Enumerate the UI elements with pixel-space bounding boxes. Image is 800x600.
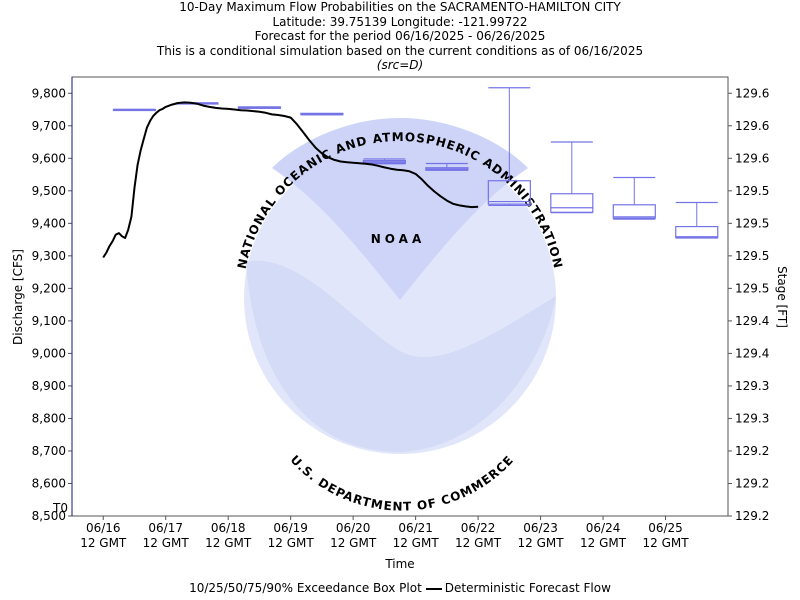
x-tick-sublabel: 12 GMT	[143, 536, 190, 550]
boxplot	[487, 87, 531, 207]
deterministic-line	[102, 101, 479, 259]
y-tick-label: 9,800	[32, 86, 66, 100]
x-tick-label: 06/25	[648, 521, 683, 535]
x-tick-sublabel: 12 GMT	[393, 536, 440, 550]
boxplot	[612, 176, 656, 220]
boxplot	[425, 162, 469, 171]
legend-boxplot-label: 10/25/50/75/90% Exceedance Box Plot	[189, 581, 422, 595]
boxplot	[675, 201, 719, 239]
t0-label: T0	[52, 501, 68, 515]
boxplot-box	[612, 204, 656, 219]
x-tick-label: 06/21	[398, 521, 433, 535]
noaa-watermark: NATIONAL OCEANIC AND ATMOSPHERIC ADMINIS…	[235, 118, 564, 514]
noaa-logo-text: NOAA	[371, 232, 426, 246]
y2-tick-label: 129.2	[735, 509, 769, 523]
boxplot	[550, 141, 594, 214]
x-tick-sublabel: 12 GMT	[80, 536, 127, 550]
y2-tick-label: 129.4	[735, 346, 769, 360]
x-tick-sublabel: 12 GMT	[518, 536, 565, 550]
x-tick-sublabel: 12 GMT	[205, 536, 252, 550]
y2-tick-label: 129.2	[735, 444, 769, 458]
y2-tick-label: 129.5	[735, 216, 769, 230]
y-tick-label: 8,500	[32, 509, 66, 523]
y2-tick-label: 129.6	[735, 151, 769, 165]
legend: 10/25/50/75/90% Exceedance Box Plot Deter…	[0, 581, 800, 595]
y2-tick-label: 129.2	[735, 476, 769, 490]
y-axis: 8,500 8,600 8,700 8,800 8,900 9,000 9,100 9,200…	[32, 86, 72, 523]
t0-marker: T0	[52, 77, 73, 516]
chart-period: Forecast for the period 06/16/2025 - 06/…	[254, 29, 546, 43]
boxplot-box	[487, 180, 531, 205]
x-tick-sublabel: 12 GMT	[330, 536, 377, 550]
boxplot	[237, 106, 282, 109]
y2-tick-label: 129.6	[735, 86, 769, 100]
y-tick-label: 9,700	[32, 119, 66, 133]
y-tick-label: 9,100	[32, 314, 66, 328]
y2-axis-label: Stage [FT]	[775, 266, 789, 328]
chart-header: 10-Day Maximum Flow Probabilities on the…	[0, 0, 800, 73]
y2-tick-label: 129.4	[735, 314, 769, 328]
deterministic-series	[102, 101, 479, 259]
y-axis-label: Discharge [CFS]	[11, 249, 25, 345]
x-tick-label: 06/16	[86, 521, 121, 535]
chart-note: This is a conditional simulation based o…	[156, 43, 644, 58]
x-tick-label: 06/22	[461, 521, 496, 535]
boxplot	[300, 112, 344, 116]
x-tick-label: 06/20	[336, 521, 371, 535]
x-tick-sublabel: 12 GMT	[642, 536, 689, 550]
legend-deterministic-label: Deterministic Forecast Flow	[444, 581, 611, 595]
y2-tick-label: 129.5	[735, 281, 769, 295]
y2-axis: 129.2 129.2 129.2 129.3 129.3 129.4 129.4 129.5…	[728, 86, 769, 523]
x-tick-label: 06/17	[148, 521, 183, 535]
noaa-logo-ring-bottom: U.S. DEPARTMENT OF COMMERCE	[288, 453, 517, 514]
x-tick-label: 06/18	[211, 521, 246, 535]
y-tick-label: 8,700	[32, 444, 66, 458]
x-tick-label: 06/23	[523, 521, 558, 535]
x-tick-sublabel: 12 GMT	[268, 536, 315, 550]
chart-title: 10-Day Maximum Flow Probabilities on the…	[179, 0, 621, 14]
y2-tick-label: 129.5	[735, 184, 769, 198]
y-tick-label: 8,600	[32, 476, 66, 490]
x-tick-sublabel: 12 GMT	[580, 536, 627, 550]
chart-location: Latitude: 39.75139 Longitude: -121.99722	[272, 14, 528, 29]
y2-tick-label: 129.3	[735, 411, 769, 425]
chart-source: (src=D)	[376, 58, 424, 72]
y-tick-label: 9,500	[32, 184, 66, 198]
legend-line-swatch	[425, 587, 442, 590]
y2-tick-label: 129.3	[735, 379, 769, 393]
y-tick-label: 8,900	[32, 379, 66, 393]
y-tick-label: 9,300	[32, 249, 66, 263]
y-tick-label: 9,400	[32, 216, 66, 230]
y-tick-label: 9,200	[32, 281, 66, 295]
x-tick-sublabel: 12 GMT	[455, 536, 502, 550]
y-tick-label: 8,800	[32, 411, 66, 425]
y2-tick-label: 129.6	[735, 119, 769, 133]
y-tick-label: 9,600	[32, 151, 66, 165]
x-tick-label: 06/24	[586, 521, 621, 535]
y-tick-label: 9,000	[32, 346, 66, 360]
boxplot-box	[675, 225, 719, 239]
noaa-logo-seagull-lower	[246, 260, 556, 452]
x-tick-label: 06/19	[273, 521, 308, 535]
boxplot	[112, 108, 157, 112]
y2-tick-label: 129.5	[735, 249, 769, 263]
x-axis-label: Time	[384, 557, 414, 571]
boxplot-box	[550, 193, 594, 213]
